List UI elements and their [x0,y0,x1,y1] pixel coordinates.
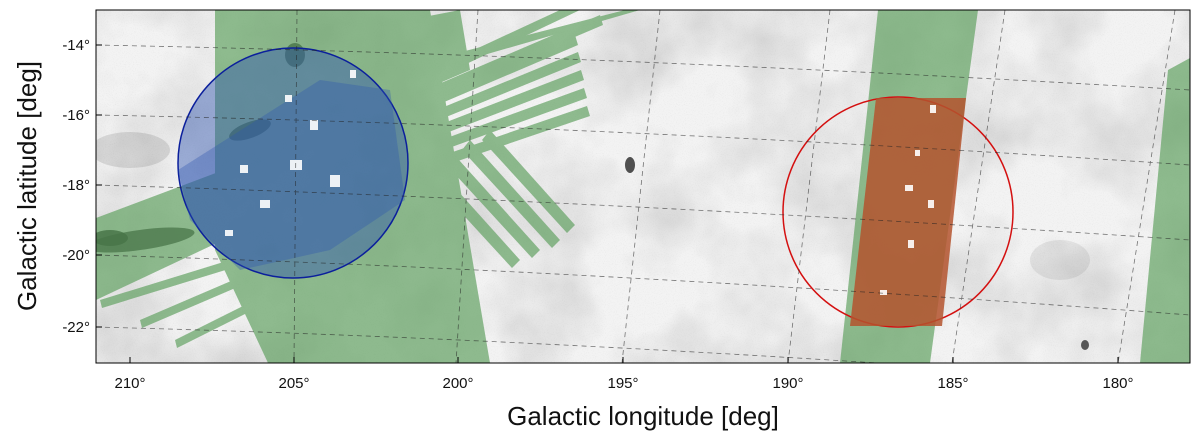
x-tick-label: 200° [442,375,473,392]
field-blue-coverage [178,80,405,270]
plot-frame [95,9,1191,364]
x-tick-label: 210° [114,375,145,392]
y-axis: -14° -16° -18° -20° -22° [62,37,102,336]
y-tick-3: -20° [62,247,102,264]
x-axis: 210° 205° 200° 195° 190° 185° 180° [114,357,1134,392]
x-tick-6: 180° [1102,357,1134,392]
x-tick-label: 190° [772,375,803,392]
grid-lines [96,10,1190,363]
survey-footprint [96,10,1190,363]
field-red-coverage [850,98,966,326]
x-tick-5: 185° [937,357,969,392]
x-tick-label: 180° [1102,375,1133,392]
y-tick-label: -20° [62,247,90,264]
y-tick-label: -18° [62,177,90,194]
y-tick-label: -14° [62,37,90,54]
y-tick-2: -18° [62,177,102,194]
x-tick-label: 205° [278,375,309,392]
field-red [782,96,1014,328]
plot-area [96,10,1190,363]
x-tick-label: 185° [937,375,968,392]
x-tick-1: 205° [278,357,310,392]
y-tick-1: -16° [62,107,102,124]
x-tick-2: 200° [442,357,474,392]
y-tick-label: -16° [62,107,90,124]
x-axis-label: Galactic longitude [deg] [507,401,779,431]
x-tick-4: 190° [772,357,804,392]
footprint-stripes-lower [100,130,575,348]
y-axis-label: Galactic latitude [deg] [12,61,42,311]
x-tick-0: 210° [114,357,146,392]
field-markers [177,47,1014,328]
x-tick-label: 195° [607,375,638,392]
y-tick-0: -14° [62,37,102,54]
y-tick-4: -22° [62,319,102,336]
x-tick-3: 195° [607,357,639,392]
y-tick-label: -22° [62,319,90,336]
